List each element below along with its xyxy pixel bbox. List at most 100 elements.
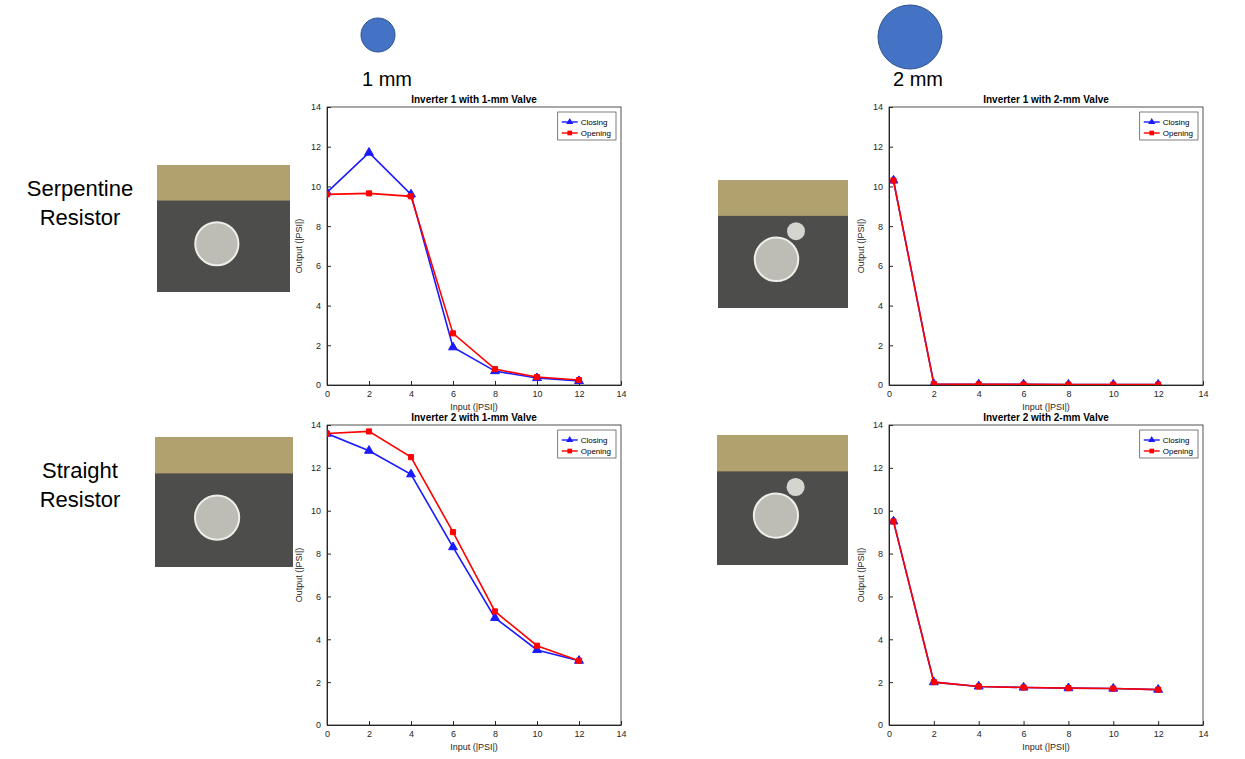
tick: 10 <box>532 381 542 399</box>
marker <box>408 455 413 460</box>
marker <box>929 677 938 685</box>
tick-label: 6 <box>451 389 456 399</box>
column-label: 1 mm <box>362 68 412 90</box>
marker <box>450 530 455 535</box>
y-axis: 02468101214 <box>311 102 331 390</box>
device-photo <box>155 437 293 567</box>
tick-mark <box>579 721 580 725</box>
chart-panel: 0246810121402468101214Inverter 1 with 2-… <box>856 94 1209 412</box>
tick: 6 <box>1022 381 1027 399</box>
y-axis-title: Output (|PSI|) <box>856 219 866 274</box>
tick: 8 <box>878 222 893 232</box>
tick: 0 <box>316 720 331 730</box>
tick-label: 14 <box>616 729 626 739</box>
tick-label: 6 <box>1022 729 1027 739</box>
tick: 10 <box>311 506 331 516</box>
chart-title: Inverter 2 with 2-mm Valve <box>983 412 1109 423</box>
tick: 4 <box>878 301 893 311</box>
tick: 8 <box>316 549 331 559</box>
series-line <box>893 180 1158 384</box>
tick: 2 <box>878 341 893 351</box>
marker <box>974 681 983 689</box>
marker <box>1021 685 1026 690</box>
marker <box>889 516 898 524</box>
axis-line <box>889 108 890 386</box>
tick-mark <box>1158 721 1159 725</box>
tick-label: 6 <box>316 592 321 602</box>
tick-label: 10 <box>311 182 321 192</box>
photo-valve <box>787 222 805 240</box>
tick-label: 0 <box>887 389 892 399</box>
tick-mark <box>327 639 331 640</box>
photo-ground <box>155 437 293 567</box>
tick-label: 12 <box>311 142 321 152</box>
tick-label: 10 <box>1109 729 1119 739</box>
x-axis-title: Input (|PSI|) <box>450 742 498 752</box>
tick-label: 12 <box>311 463 321 473</box>
plot-area <box>327 107 621 385</box>
tick-label: 14 <box>616 389 626 399</box>
tick-label: 2 <box>316 678 321 688</box>
tick-label: 12 <box>873 463 883 473</box>
tick-label: 10 <box>532 729 542 739</box>
series-line <box>893 521 1158 689</box>
tick-mark <box>453 381 454 385</box>
tick-label: 10 <box>311 506 321 516</box>
tick: 4 <box>878 635 893 645</box>
tick: 14 <box>1198 721 1208 739</box>
tick: 4 <box>977 721 982 739</box>
tick-label: 8 <box>493 389 498 399</box>
axis-line <box>328 725 622 726</box>
x-axis-title: Input (|PSI|) <box>1022 402 1070 412</box>
tick-mark <box>1113 721 1114 725</box>
photo-ground <box>157 165 290 292</box>
tick: 8 <box>1066 721 1071 739</box>
y-axis: 02468101214 <box>873 420 893 730</box>
axis-line <box>890 725 1204 726</box>
x-axis: 02468101214 <box>887 721 1209 739</box>
marker <box>891 178 896 183</box>
legend-marker <box>567 131 572 136</box>
photo-ground <box>718 180 848 308</box>
tick-label: 8 <box>1066 729 1071 739</box>
marker <box>365 148 374 156</box>
tick-mark <box>889 682 893 683</box>
tick-mark <box>889 306 893 307</box>
tick-mark <box>889 639 893 640</box>
legend-label: Opening <box>1163 447 1193 456</box>
tick: 12 <box>1154 721 1164 739</box>
marker <box>576 658 581 663</box>
tick: 12 <box>873 142 893 152</box>
plot-area <box>889 107 1203 385</box>
tick-mark <box>621 721 622 725</box>
tick: 10 <box>1109 381 1119 399</box>
tick-mark <box>411 381 412 385</box>
tick-mark <box>1024 721 1025 725</box>
tick-label: 2 <box>878 678 883 688</box>
tick-mark <box>369 381 370 385</box>
y-axis-title: Output (|PSI|) <box>294 548 304 603</box>
tick: 8 <box>878 549 893 559</box>
legend: ClosingOpening <box>1140 430 1198 458</box>
photo-valve <box>195 222 238 265</box>
legend-marker <box>567 449 572 454</box>
row-label: StraightResistor <box>40 458 121 512</box>
tick-label: 12 <box>1154 389 1164 399</box>
photo-chip <box>717 435 848 471</box>
tick-label: 4 <box>977 389 982 399</box>
tick-label: 14 <box>873 102 883 112</box>
series-line <box>327 193 579 380</box>
tick-label: 0 <box>325 729 330 739</box>
marker <box>1111 686 1116 691</box>
marker <box>1111 382 1116 385</box>
series-line <box>893 521 1158 689</box>
marker <box>976 382 981 385</box>
tick-label: 12 <box>574 729 584 739</box>
tick-label: 4 <box>409 729 414 739</box>
tick-label: 0 <box>878 380 883 390</box>
tick-mark <box>327 345 331 346</box>
tick: 0 <box>316 380 331 390</box>
tick: 14 <box>311 102 331 112</box>
marker <box>1066 382 1071 385</box>
tick: 10 <box>1109 721 1119 739</box>
